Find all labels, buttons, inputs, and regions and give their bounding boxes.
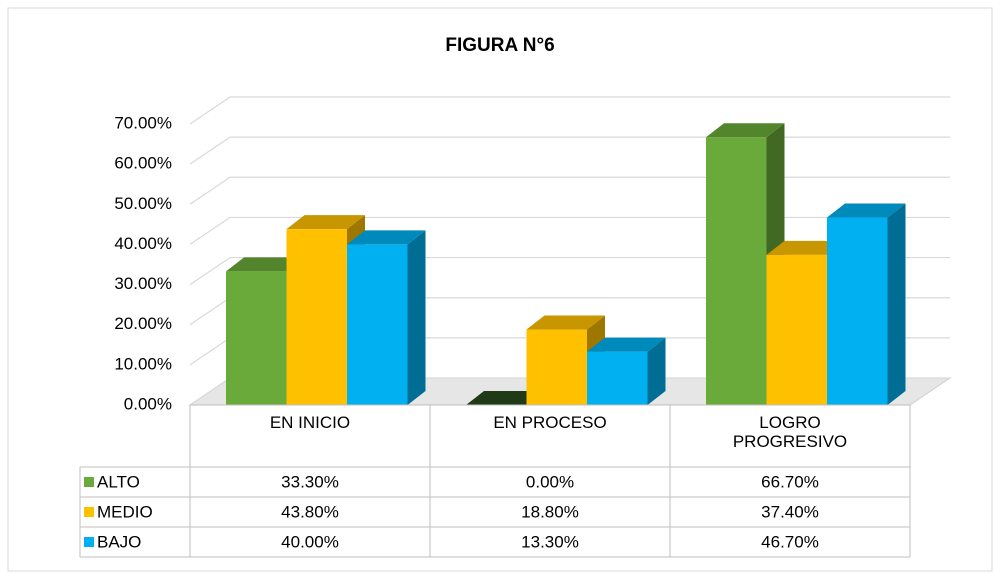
legend-label: MEDIO — [97, 502, 153, 521]
bar — [226, 271, 287, 405]
bar-top — [766, 240, 845, 255]
value-label: 37.40% — [761, 502, 819, 521]
value-label: 46.70% — [761, 532, 819, 551]
bar — [286, 229, 347, 405]
bar-top — [526, 315, 605, 330]
x-tick-label-box: EN INICIO — [269, 413, 351, 432]
y-tick-label: 20.00% — [114, 314, 172, 333]
bar — [526, 329, 587, 405]
bar-top — [347, 230, 426, 245]
bar-top — [827, 203, 906, 218]
y-tick-label: 0.00% — [124, 394, 172, 413]
value-label: 40.00% — [281, 532, 339, 551]
x-tick-label-box: LOGRO PROGRESIVO — [732, 413, 848, 451]
value-label: 18.80% — [521, 502, 579, 521]
y-tick-label: 10.00% — [114, 354, 172, 373]
x-tick-label: EN PROCESO — [493, 413, 607, 432]
y-tick-label: 30.00% — [114, 274, 172, 293]
bar — [347, 244, 408, 405]
chart-title: FIGURA N°6 — [445, 35, 554, 56]
bar — [766, 254, 827, 405]
y-tick-label: 50.00% — [114, 194, 172, 213]
y-tick-label: 40.00% — [114, 234, 172, 253]
bar-side — [647, 337, 666, 405]
bar — [587, 351, 648, 405]
bar-top — [466, 391, 545, 405]
bar-top — [706, 123, 785, 138]
legend-swatch — [84, 507, 94, 517]
x-tick-label-box: EN PROCESO — [493, 413, 607, 432]
value-label: 33.30% — [281, 472, 339, 491]
grid-line — [189, 96, 950, 125]
y-tick-label: 70.00% — [114, 113, 172, 132]
legend-label: ALTO — [97, 472, 140, 491]
bar-top — [587, 337, 666, 352]
legend-swatch — [84, 537, 94, 547]
bar-top — [286, 215, 365, 230]
value-label: 43.80% — [281, 502, 339, 521]
y-tick-label: 60.00% — [114, 154, 172, 173]
x-tick-label: LOGRO PROGRESIVO — [732, 413, 848, 451]
legend-swatch — [84, 477, 94, 487]
value-label: 66.70% — [761, 472, 819, 491]
bar — [827, 217, 888, 405]
bar-side — [887, 203, 906, 405]
value-label: 13.30% — [521, 532, 579, 551]
x-tick-label: EN INICIO — [269, 413, 351, 432]
bar — [706, 137, 767, 406]
legend-label: BAJO — [97, 532, 141, 551]
bar-top — [226, 257, 305, 272]
value-label: 0.00% — [526, 472, 574, 491]
bar-side — [407, 230, 426, 405]
